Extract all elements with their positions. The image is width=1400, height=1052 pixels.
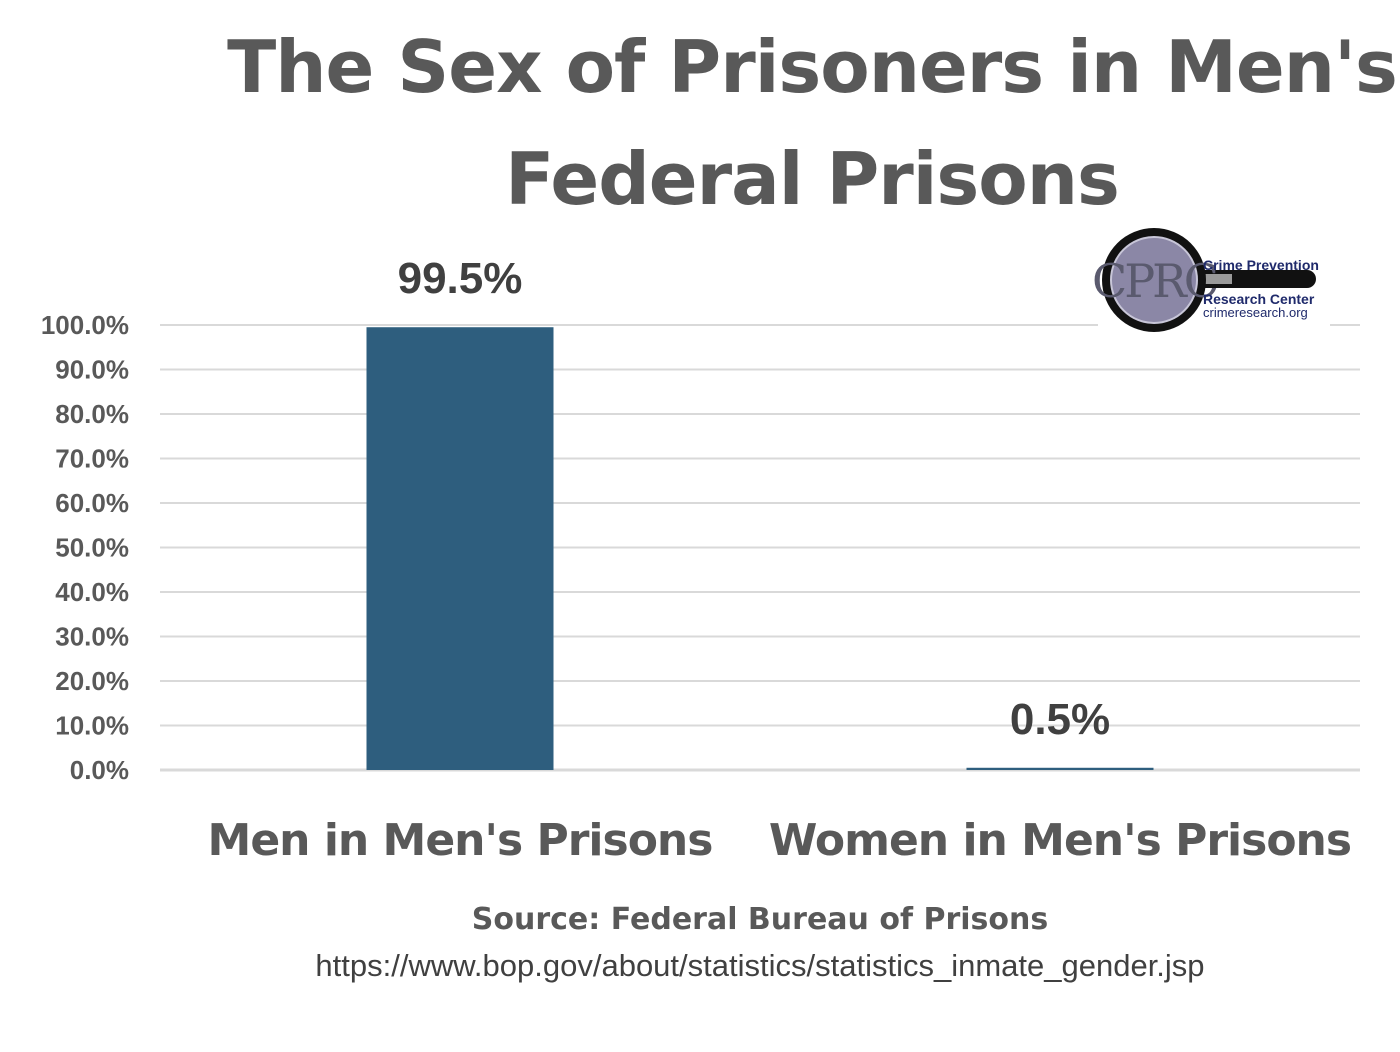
bars — [366, 327, 1154, 770]
x-category-label-1: Men in Men's Prisons — [208, 815, 713, 866]
data-label-2: 0.5% — [1010, 695, 1110, 744]
bar-1 — [366, 327, 554, 770]
bar-2 — [966, 767, 1154, 770]
y-tick-label: 40.0% — [55, 577, 129, 607]
chart-title-line-2: Federal Prisons — [505, 137, 1119, 221]
y-tick-label: 50.0% — [55, 533, 129, 563]
y-tick-label: 60.0% — [55, 488, 129, 518]
y-tick-label: 100.0% — [41, 310, 129, 340]
source-block: Source: Federal Bureau of Prisons https:… — [315, 902, 1204, 983]
logo-monogram: CPRC — [1092, 254, 1217, 308]
logo-line-research-center: Research Center — [1203, 291, 1315, 307]
chart-title-line-1: The Sex of Prisoners in Men's — [227, 25, 1397, 109]
y-axis-tick-labels: 0.0% 10.0% 20.0% 30.0% 40.0% 50.0% 60.0% 70.0% 8… — [41, 310, 129, 785]
chart-title: The Sex of Prisoners in Men's Federal Pr… — [227, 25, 1398, 221]
data-label-1: 99.5% — [398, 254, 523, 303]
y-tick-label: 30.0% — [55, 622, 129, 652]
y-tick-label: 80.0% — [55, 399, 129, 429]
y-tick-label: 10.0% — [55, 711, 129, 741]
x-axis-category-labels: Men in Men's Prisons Women in Men's Priso… — [208, 815, 1353, 866]
cprc-logo: CPRC Crime Prevention Research Center cr… — [1092, 226, 1330, 336]
data-labels: 99.5% 0.5% — [398, 254, 1111, 744]
y-tick-label: 0.0% — [70, 755, 129, 785]
logo-line-crime-prevention: Crime Prevention — [1203, 257, 1319, 273]
y-tick-label: 90.0% — [55, 355, 129, 385]
y-tick-label: 70.0% — [55, 444, 129, 474]
source-url: https://www.bop.gov/about/statistics/sta… — [315, 948, 1204, 983]
source-label: Source: Federal Bureau of Prisons — [472, 902, 1048, 937]
x-category-label-2: Women in Men's Prisons — [769, 815, 1351, 866]
y-tick-label: 20.0% — [55, 666, 129, 696]
logo-website: crimeresearch.org — [1203, 305, 1308, 320]
gridlines — [160, 324, 1360, 772]
